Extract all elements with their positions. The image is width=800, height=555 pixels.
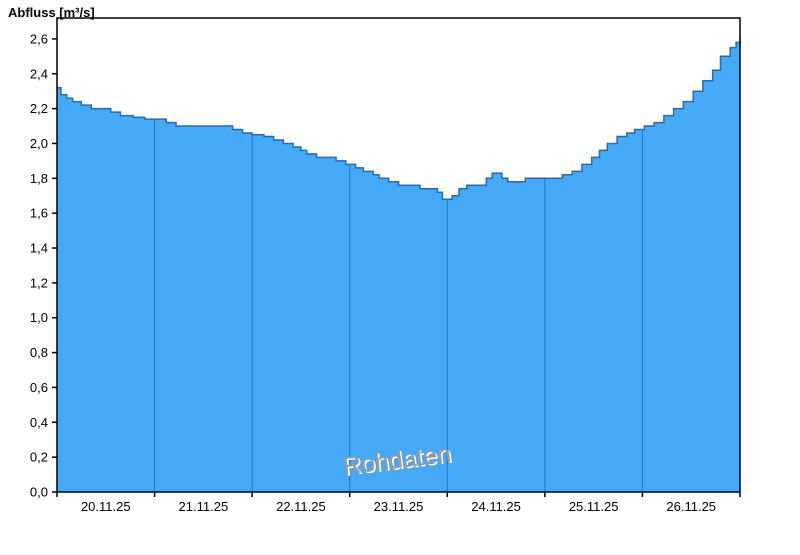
area-series: [57, 38, 740, 493]
y-tick-label: 1,4: [30, 241, 48, 256]
x-date-label: 20.11.25: [81, 499, 131, 514]
x-date-label: 25.11.25: [569, 499, 619, 514]
series-step-line: [57, 38, 741, 200]
x-date-label: 22.11.25: [276, 499, 326, 514]
x-date-label: 26.11.25: [666, 499, 716, 514]
x-date-label: 21.11.25: [179, 499, 229, 514]
y-tick-label: 2,6: [30, 31, 48, 46]
y-tick-label: 1,8: [30, 171, 48, 186]
y-tick-label: 0,2: [30, 450, 48, 465]
plot-frame: [56, 17, 741, 493]
y-tick-label: 2,0: [30, 136, 48, 151]
chart-title: Abfluss [m³/s]: [8, 5, 95, 20]
y-tick-label: 0,6: [30, 380, 48, 395]
y-tick-label: 2,2: [30, 101, 48, 116]
x-date-label: 23.11.25: [374, 499, 424, 514]
y-tick-label: 1,0: [30, 310, 48, 325]
y-tick-label: 0,0: [30, 485, 48, 500]
y-tick-label: 0,4: [30, 415, 48, 430]
x-date-label: 24.11.25: [471, 499, 521, 514]
y-tick-label: 2,4: [30, 66, 48, 81]
y-tick-label: 0,8: [30, 345, 48, 360]
y-tick-label: 1,2: [30, 275, 48, 290]
y-tick-label: 1,6: [30, 206, 48, 221]
